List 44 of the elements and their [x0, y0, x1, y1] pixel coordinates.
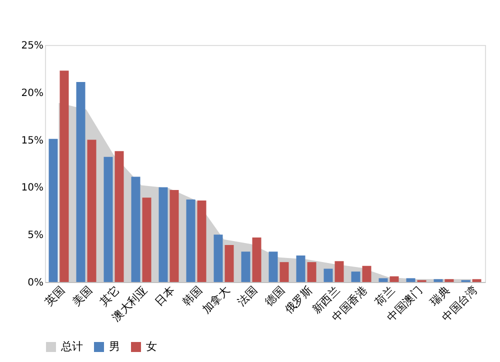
y-tick-label: 5%	[28, 230, 44, 242]
bar	[170, 190, 179, 282]
bar	[307, 262, 316, 282]
bar	[214, 234, 223, 282]
bar	[378, 278, 388, 282]
x-tick-label: 法国	[234, 284, 260, 309]
bar	[334, 261, 344, 282]
bar	[252, 237, 262, 282]
y-tick-label: 10%	[21, 182, 44, 194]
bar	[197, 200, 206, 282]
x-tick-label: 其它	[97, 284, 122, 309]
y-tick-label: 20%	[21, 88, 44, 99]
bar	[434, 279, 443, 282]
bar	[406, 278, 416, 282]
legend-label: 总计	[60, 340, 83, 353]
bar	[104, 156, 113, 282]
bar	[268, 252, 278, 282]
bar	[87, 140, 96, 282]
bar	[444, 279, 454, 282]
bar	[224, 245, 234, 282]
x-tick-label: 英国	[42, 284, 68, 309]
x-tick-label: 日本	[152, 284, 178, 309]
bar	[296, 255, 306, 282]
bar	[351, 272, 360, 282]
y-tick-label: 25%	[21, 40, 44, 52]
x-tick-label: 美国	[70, 284, 95, 309]
bar	[60, 70, 69, 282]
bar	[324, 268, 333, 282]
bar	[131, 176, 140, 282]
bar	[158, 187, 168, 282]
bar	[241, 252, 250, 282]
bar	[472, 279, 482, 282]
bar	[114, 151, 124, 282]
legend-label: 女	[146, 340, 157, 353]
y-tick-label: 0%	[28, 278, 44, 288]
bar	[76, 82, 86, 282]
bar	[280, 262, 289, 282]
y-tick-label: 15%	[21, 135, 44, 146]
bar	[186, 200, 196, 282]
bar	[362, 266, 372, 282]
bar	[48, 138, 58, 282]
bar	[390, 276, 399, 282]
bar	[142, 198, 152, 282]
legend-label: 男	[109, 340, 120, 353]
